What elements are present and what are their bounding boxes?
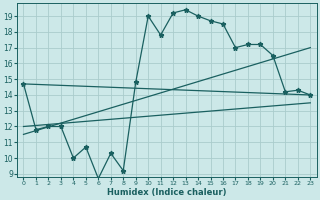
X-axis label: Humidex (Indice chaleur): Humidex (Indice chaleur) xyxy=(107,188,227,197)
